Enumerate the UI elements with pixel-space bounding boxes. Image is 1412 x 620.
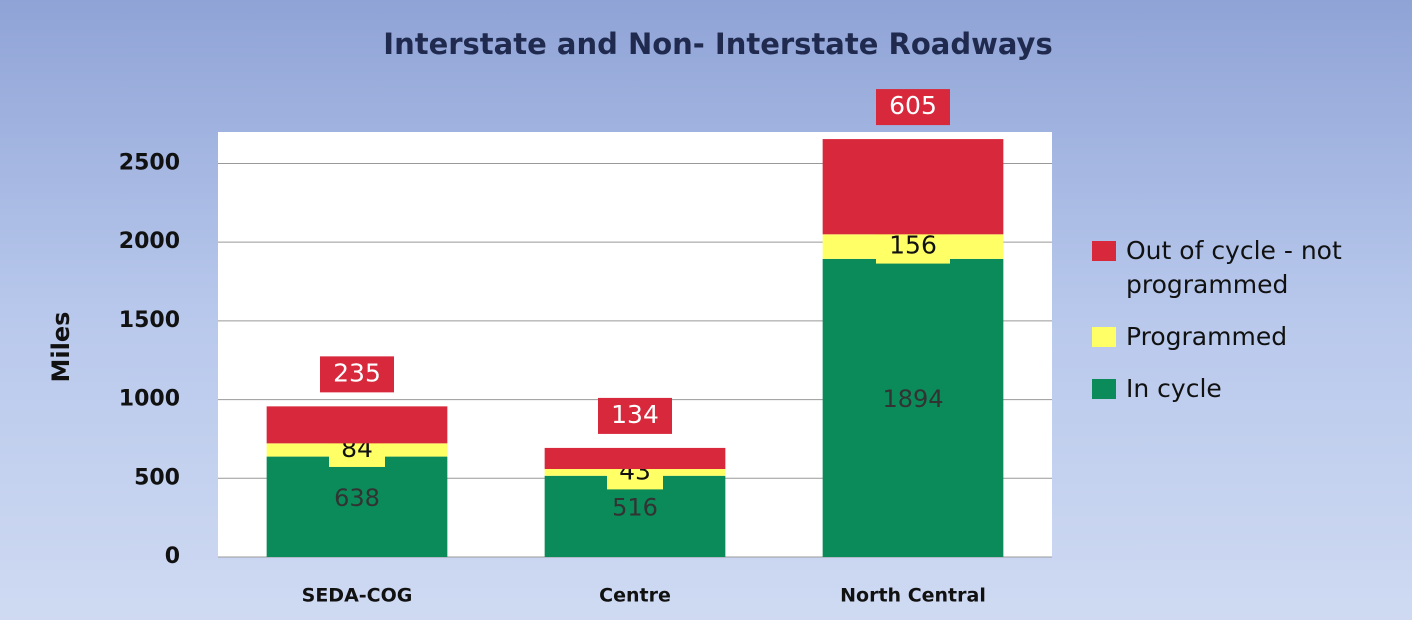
bar-segment — [266, 456, 448, 557]
y-tick-label: 0 — [165, 544, 180, 569]
legend-label: Out of cycle - not programmed — [1126, 236, 1342, 299]
legend-label: In cycle — [1126, 374, 1222, 403]
y-tick-label: 2000 — [119, 229, 180, 254]
data-label: 235 — [333, 358, 381, 387]
data-label: 516 — [612, 493, 658, 521]
data-label: 638 — [334, 484, 380, 512]
y-tick-label: 1500 — [119, 308, 180, 333]
legend-item: Out of cycle - not programmed — [1092, 234, 1392, 302]
x-tick-label: North Central — [840, 585, 986, 607]
data-label: 134 — [611, 400, 659, 429]
legend-swatch — [1092, 327, 1116, 347]
data-label-box — [876, 89, 950, 126]
y-tick-label: 2500 — [119, 150, 180, 175]
data-label: 156 — [889, 231, 937, 260]
bar-segment — [822, 139, 1004, 235]
data-label-box — [598, 397, 672, 434]
y-axis-label: Miles — [47, 312, 75, 383]
legend-item: Programmed — [1092, 320, 1392, 354]
data-label-box — [876, 229, 950, 264]
bar-segment — [266, 406, 448, 444]
data-label: 605 — [889, 91, 937, 120]
bar-segment — [544, 447, 726, 470]
chart-title: Interstate and Non- Interstate Roadways — [383, 27, 1052, 61]
legend: Out of cycle - not programmed Programmed I… — [1092, 234, 1392, 424]
data-label: 1894 — [882, 385, 943, 413]
y-tick-label: 500 — [134, 465, 180, 490]
legend-item: In cycle — [1092, 372, 1392, 406]
legend-swatch — [1092, 241, 1116, 261]
bar-segment — [822, 258, 1004, 557]
x-tick-label: Centre — [599, 585, 671, 607]
data-label-box — [320, 356, 394, 393]
legend-swatch — [1092, 379, 1116, 399]
legend-label: Programmed — [1126, 322, 1288, 351]
y-tick-label: 1000 — [119, 387, 180, 412]
x-tick-label: SEDA-COG — [302, 585, 413, 607]
